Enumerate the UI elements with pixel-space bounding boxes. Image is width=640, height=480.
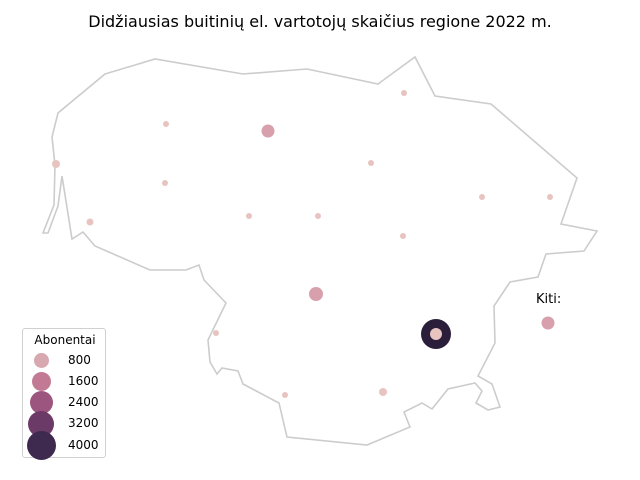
legend-dot: [27, 431, 56, 460]
region-marker[interactable]: [547, 194, 553, 200]
region-marker[interactable]: [213, 330, 219, 336]
region-marker[interactable]: [163, 121, 169, 127]
legend-label: 4000: [68, 438, 99, 452]
region-marker[interactable]: [479, 194, 485, 200]
legend-dot: [34, 353, 49, 368]
region-marker[interactable]: [309, 287, 323, 301]
kiti-label: Kiti:: [536, 292, 562, 307]
region-marker[interactable]: [162, 180, 168, 186]
region-marker[interactable]: [315, 213, 321, 219]
kiti-marker[interactable]: [541, 316, 555, 330]
legend-label: 3200: [68, 416, 99, 430]
legend-label: 2400: [68, 395, 99, 409]
legend-item: 3200: [23, 411, 107, 437]
region-marker[interactable]: [368, 160, 374, 166]
legend-label: 800: [68, 353, 91, 367]
legend-dot: [32, 372, 51, 391]
region-marker-inner: [430, 328, 442, 340]
legend: Abonentai 800 1600 2400 3200 4000: [22, 328, 107, 460]
region-markers: [52, 90, 555, 398]
region-marker[interactable]: [400, 233, 406, 239]
country-border: [41, 55, 599, 446]
region-marker[interactable]: [86, 218, 94, 226]
legend-item: 4000: [23, 431, 107, 460]
legend-item: 1600: [23, 371, 107, 392]
region-marker[interactable]: [246, 213, 252, 219]
legend-title: Abonentai: [34, 333, 96, 347]
legend-item: 800: [23, 350, 107, 371]
region-marker[interactable]: [52, 160, 60, 168]
region-marker[interactable]: [379, 388, 387, 396]
legend-dot: [30, 391, 53, 414]
map-title: Didžiausias buitinių el. vartotojų skaič…: [88, 12, 552, 31]
region-marker[interactable]: [261, 124, 275, 138]
legend-label: 1600: [68, 374, 99, 388]
region-marker[interactable]: [401, 90, 407, 96]
legend-item: 2400: [23, 391, 107, 414]
region-marker[interactable]: [282, 392, 288, 398]
